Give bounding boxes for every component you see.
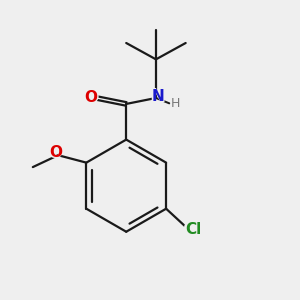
Text: N: N [150,87,166,106]
Text: N: N [152,89,164,104]
Text: Cl: Cl [186,222,202,237]
Text: H: H [169,94,183,112]
Text: O: O [83,88,100,106]
Text: O: O [47,143,64,162]
Text: O: O [85,90,98,105]
Text: Cl: Cl [183,220,204,239]
Text: O: O [49,145,62,160]
Text: H: H [171,97,181,110]
